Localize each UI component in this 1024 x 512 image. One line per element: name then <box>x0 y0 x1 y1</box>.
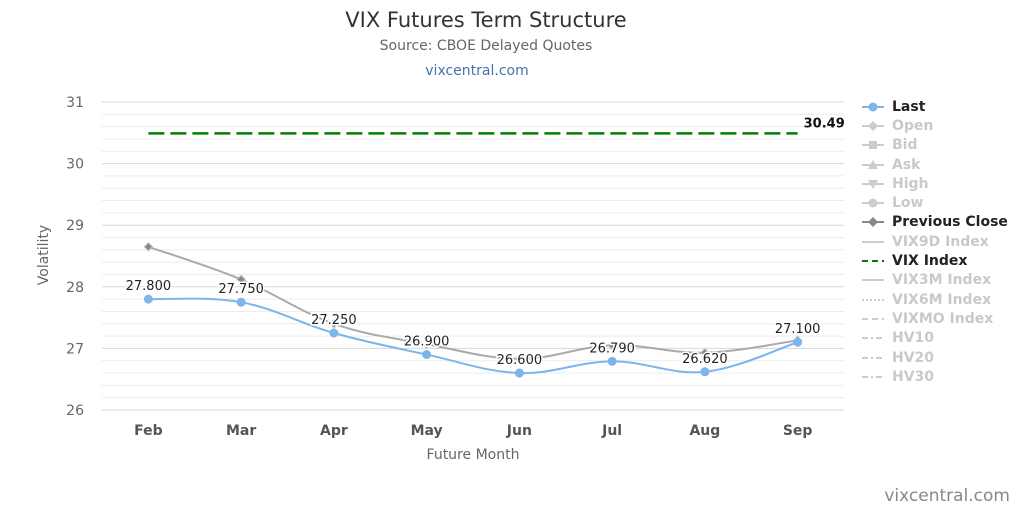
vix-index-data-label: 30.49 <box>804 116 845 131</box>
legend-item-open[interactable]: Open <box>862 116 1008 135</box>
y-tick-label: 28 <box>66 280 84 296</box>
legend-label: High <box>892 175 929 192</box>
legend-item-bid[interactable]: Bid <box>862 136 1008 155</box>
legend-label: Bid <box>892 137 918 154</box>
last-point[interactable] <box>514 368 524 378</box>
y-tick-label: 27 <box>66 341 84 357</box>
last-point[interactable] <box>793 337 803 347</box>
legend-symbol-icon <box>862 198 884 208</box>
legend-item-hv20[interactable]: HV20 <box>862 348 1008 367</box>
vixcentral-credit-link[interactable]: vixcentral.com <box>884 486 1010 506</box>
legend-label: HV20 <box>892 349 935 366</box>
last-point[interactable] <box>329 328 339 338</box>
legend-label: VIXMO Index <box>892 310 994 327</box>
last-data-label: 26.790 <box>589 341 635 356</box>
legend-label: VIX3M Index <box>892 272 992 289</box>
previous-close-point[interactable] <box>700 348 710 358</box>
x-tick-label: Jul <box>601 423 622 439</box>
legend-label: Low <box>892 195 924 212</box>
last-line <box>148 297 798 375</box>
legend-item-high[interactable]: High <box>862 174 1008 193</box>
legend-symbol-icon <box>862 102 884 112</box>
x-axis-title: Future Month <box>427 447 520 463</box>
y-axis-title: Volatility <box>36 225 52 285</box>
legend-symbol-icon <box>862 337 884 340</box>
legend-item-low[interactable]: Low <box>862 193 1008 212</box>
legend-item-last[interactable]: Last <box>862 97 1008 116</box>
legend-symbol-icon <box>862 179 884 189</box>
previous-close-point[interactable] <box>421 339 432 349</box>
chart-title: VIX Futures Term Structure <box>345 8 627 32</box>
chart-legend: Last Open Bid Ask High Low Previous Close VIX9D… <box>862 97 1008 386</box>
x-tick-label: Sep <box>783 423 813 439</box>
legend-symbol-icon <box>862 317 884 320</box>
last-point[interactable] <box>236 297 246 307</box>
legend-item-hv10[interactable]: HV10 <box>862 329 1008 348</box>
y-tick-label: 30 <box>66 157 84 173</box>
last-point[interactable] <box>607 356 617 366</box>
previous-close-point[interactable] <box>607 340 617 351</box>
legend-label: VIX6M Index <box>892 291 992 308</box>
y-tick-label: 26 <box>66 403 84 419</box>
legend-label: HV30 <box>892 368 935 385</box>
previous-close-point[interactable] <box>236 274 246 285</box>
last-data-label: 27.100 <box>775 322 821 337</box>
x-tick-label: May <box>411 423 443 439</box>
legend-label: HV10 <box>892 330 935 347</box>
last-point[interactable] <box>143 294 153 304</box>
legend-item-vixmo-index[interactable]: VIXMO Index <box>862 309 1008 328</box>
legend-symbol-icon <box>862 217 884 228</box>
last-data-label: 26.600 <box>497 353 543 368</box>
last-data-label: 27.800 <box>126 279 172 294</box>
legend-item-ask[interactable]: Ask <box>862 155 1008 174</box>
last-point[interactable] <box>422 350 432 360</box>
legend-label: Previous Close <box>892 214 1008 231</box>
y-tick-label: 29 <box>66 218 84 234</box>
x-axis-ticks: Feb Mar Apr May Jun Jul Aug Sep <box>134 423 812 439</box>
last-data-label: 26.620 <box>682 352 728 367</box>
x-tick-label: Aug <box>689 423 720 439</box>
legend-symbol-icon <box>862 375 884 378</box>
legend-symbol-icon <box>862 298 884 301</box>
last-data-label: 27.250 <box>311 313 357 328</box>
legend-symbol-icon <box>862 240 884 243</box>
legend-item-vix-index[interactable]: VIX Index <box>862 251 1008 270</box>
previous-close-line <box>148 245 798 360</box>
legend-item-previous-close[interactable]: Previous Close <box>862 213 1008 232</box>
last-point[interactable] <box>700 367 710 377</box>
x-tick-label: Mar <box>226 423 256 439</box>
vixcentral-link-top[interactable]: vixcentral.com <box>425 63 529 79</box>
legend-item-vix6m-index[interactable]: VIX6M Index <box>862 290 1008 309</box>
legend-symbol-icon <box>862 279 884 282</box>
legend-label: VIX9D Index <box>892 233 989 250</box>
legend-label: Last <box>892 98 926 115</box>
legend-item-vix3m-index[interactable]: VIX3M Index <box>862 271 1008 290</box>
chart-subtitle: Source: CBOE Delayed Quotes <box>379 38 593 54</box>
legend-symbol-icon <box>862 120 884 131</box>
x-tick-label: Jun <box>506 423 532 439</box>
legend-symbol-icon <box>862 159 884 169</box>
legend-item-hv30[interactable]: HV30 <box>862 367 1008 386</box>
legend-label: VIX Index <box>892 253 968 270</box>
legend-item-vix9d-index[interactable]: VIX9D Index <box>862 232 1008 251</box>
legend-symbol-icon <box>862 260 884 263</box>
y-tick-label: 31 <box>66 95 84 111</box>
previous-close-point[interactable] <box>143 242 154 252</box>
series-layer: 30.49 27.800 27.750 27.250 26.900 26.600 26.79… <box>124 116 845 378</box>
legend-label: Ask <box>892 156 921 173</box>
previous-close-point[interactable] <box>329 319 339 329</box>
x-tick-label: Apr <box>320 423 348 439</box>
legend-symbol-icon <box>862 141 884 150</box>
last-data-label: 27.750 <box>218 282 264 297</box>
grid-lines <box>102 101 844 411</box>
previous-close-point[interactable] <box>514 354 525 364</box>
last-data-label: 26.900 <box>404 335 450 350</box>
x-tick-label: Feb <box>134 423 163 439</box>
legend-symbol-icon <box>862 356 884 359</box>
legend-label: Open <box>892 117 934 134</box>
y-axis-ticks: 26 27 28 29 30 31 <box>66 95 84 419</box>
